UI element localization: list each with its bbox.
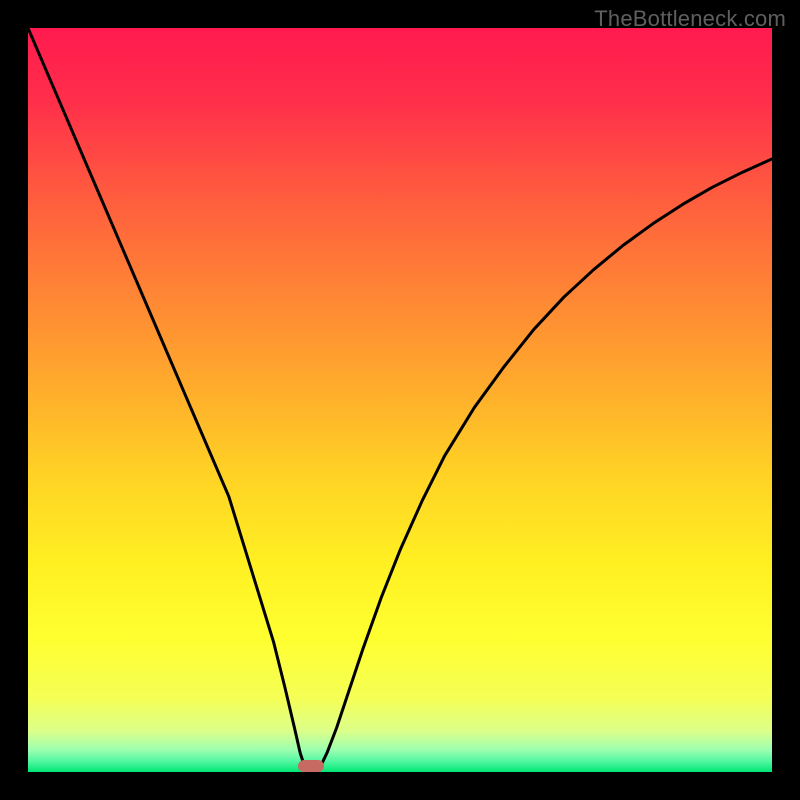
bottleneck-curve: [28, 28, 772, 772]
curve-path: [28, 28, 772, 772]
optimal-point-marker: [298, 760, 324, 772]
plot-area: [28, 28, 772, 772]
chart-frame: TheBottleneck.com: [0, 0, 800, 800]
